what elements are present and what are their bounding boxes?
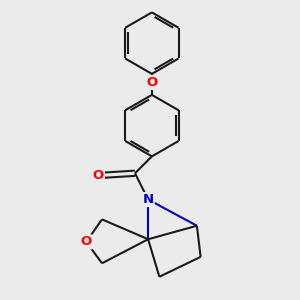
Text: O: O bbox=[93, 169, 104, 182]
Text: N: N bbox=[142, 193, 154, 206]
Text: O: O bbox=[146, 76, 158, 89]
Text: O: O bbox=[81, 236, 92, 248]
